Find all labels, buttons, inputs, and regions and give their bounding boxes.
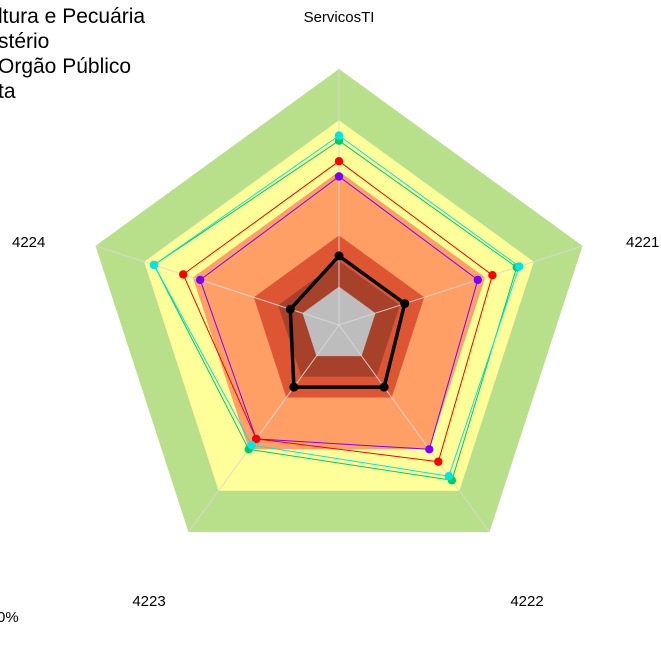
series-point [252, 434, 261, 444]
series-point [247, 440, 256, 450]
axis-label-4221: 4221 [626, 234, 659, 251]
series-point [488, 271, 497, 280]
radar-axis-line [188, 324, 340, 533]
series-point [444, 472, 453, 481]
axis-label-servicosti: ServicosTI [304, 9, 375, 26]
series-point [179, 270, 188, 279]
axis-label-4223: 4223 [132, 593, 165, 610]
series-point [334, 157, 344, 166]
radar-grid [95, 69, 583, 533]
radar-series [149, 131, 524, 485]
legend-entry: stério [0, 30, 49, 53]
series-line [288, 254, 407, 389]
series-point [425, 445, 434, 454]
series-point [334, 172, 344, 181]
series-point [515, 262, 524, 271]
series-4 [149, 131, 524, 481]
series-2 [179, 157, 497, 466]
series-point [289, 382, 299, 392]
series-point [473, 275, 482, 285]
series-point [400, 299, 410, 309]
radar-axis-line [338, 245, 583, 326]
series-point [196, 275, 205, 285]
legend-entry: ta [0, 80, 16, 103]
series-point [149, 260, 159, 270]
series-point [379, 382, 389, 392]
radar-axis-line [95, 245, 340, 326]
series-line [153, 140, 518, 481]
series-line [153, 135, 520, 477]
percent-label: 0% [0, 609, 19, 626]
legend-entry: ltura e Pecuária [0, 5, 145, 28]
series-point [285, 304, 295, 314]
series-0 [285, 251, 410, 392]
series-point [334, 131, 344, 140]
series-line [182, 160, 493, 463]
axis-label-4222: 4222 [510, 593, 543, 610]
axis-label-4224: 4224 [12, 234, 45, 251]
legend: ltura e Pecuária stério Orgão Público ta [0, 5, 145, 103]
series-point [334, 251, 344, 261]
series-point [434, 457, 443, 466]
series-line [199, 176, 479, 450]
radar-axis-line [338, 324, 490, 533]
legend-entry: Orgão Público [0, 55, 131, 78]
